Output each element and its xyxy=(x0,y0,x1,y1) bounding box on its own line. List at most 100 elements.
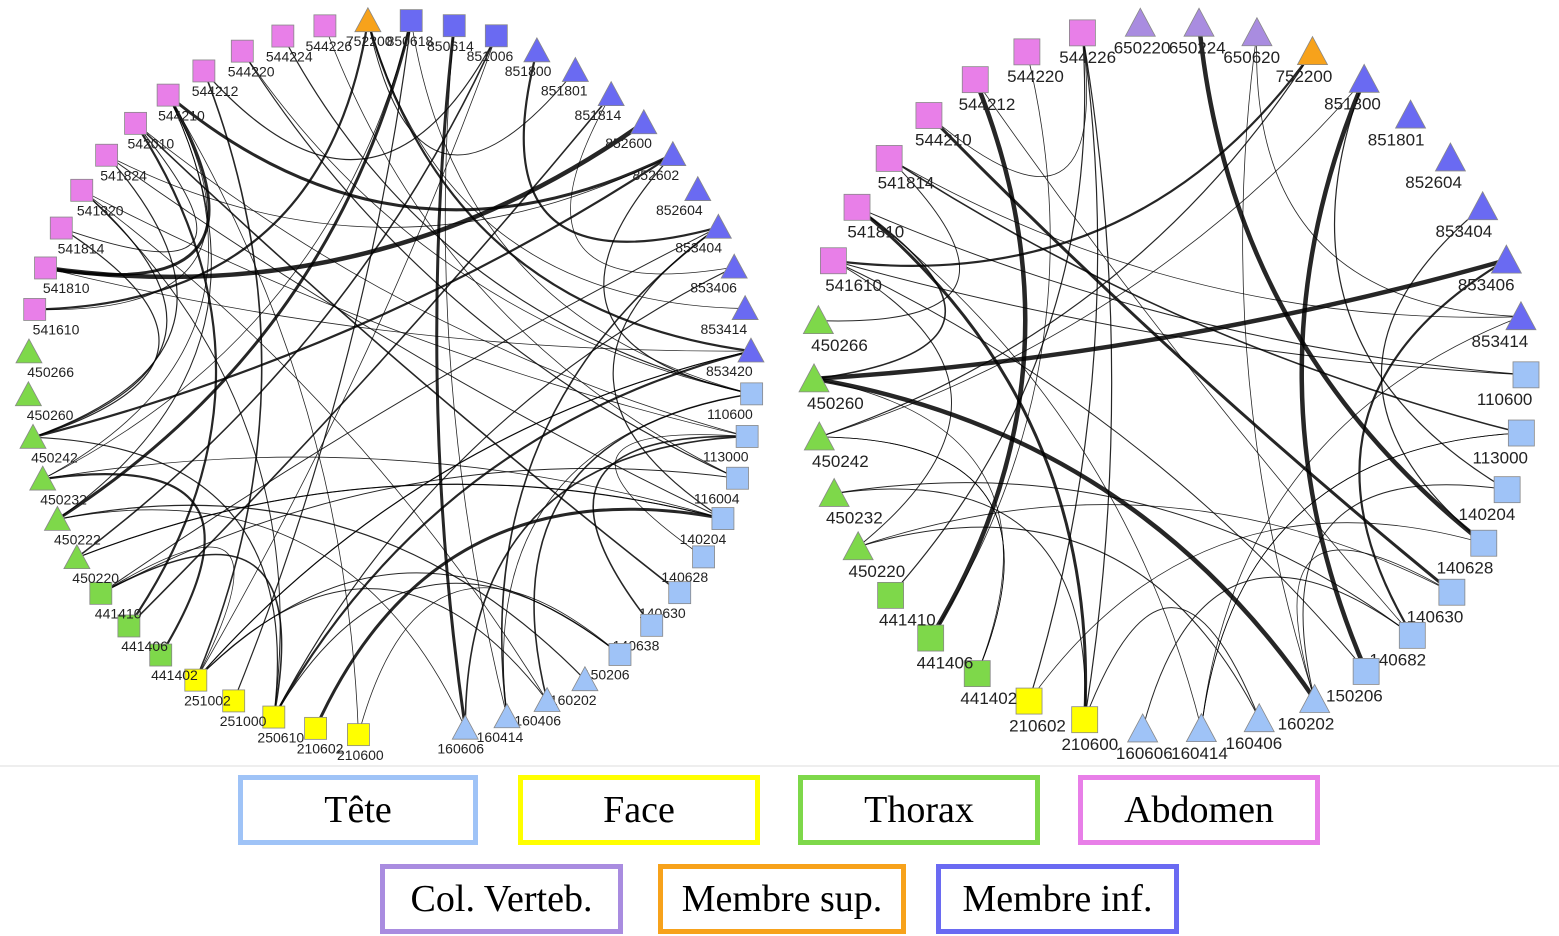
edge xyxy=(1084,607,1260,720)
edge xyxy=(1028,32,1099,702)
edge xyxy=(241,50,752,395)
node-label: 541814 xyxy=(878,174,935,193)
node-label: 853404 xyxy=(1436,222,1493,241)
node-square xyxy=(819,247,847,275)
node-triangle xyxy=(1124,7,1156,37)
edge xyxy=(45,267,751,352)
node-triangle xyxy=(630,108,658,135)
node-label: 544226 xyxy=(1059,48,1116,67)
edge xyxy=(1200,432,1522,729)
node-square xyxy=(875,145,903,172)
node-triangle xyxy=(451,714,479,740)
node-triangle xyxy=(659,140,687,166)
edge xyxy=(195,350,752,681)
node-label: 160414 xyxy=(1171,744,1228,763)
edge xyxy=(833,50,1314,267)
edge xyxy=(927,114,1453,594)
edge xyxy=(106,154,724,520)
node-label: 851800 xyxy=(1324,95,1381,114)
node-label: 853414 xyxy=(700,321,747,337)
node-triangle xyxy=(1466,190,1499,221)
node-square xyxy=(304,716,328,740)
node-label: 650224 xyxy=(1169,38,1226,57)
edge xyxy=(42,473,206,656)
edge xyxy=(358,587,621,735)
node-triangle xyxy=(1243,702,1275,733)
node-label: 450242 xyxy=(812,452,869,471)
node-square xyxy=(347,723,370,747)
edge xyxy=(818,158,961,322)
node-triangle xyxy=(15,338,43,364)
node-label: 140682 xyxy=(1369,651,1426,670)
edge xyxy=(56,20,413,521)
node-label: 851801 xyxy=(541,83,588,99)
edge xyxy=(1380,206,1485,544)
node-square xyxy=(917,624,945,652)
node-label: 150206 xyxy=(583,667,630,683)
node-label: 441410 xyxy=(879,611,936,630)
node-label: 852600 xyxy=(605,135,652,151)
node-triangle xyxy=(731,294,759,320)
node-triangle xyxy=(43,505,72,531)
node-label: 852604 xyxy=(656,202,703,218)
node-label: 140204 xyxy=(1459,505,1516,524)
node-label: 210600 xyxy=(337,747,384,763)
edge xyxy=(813,257,1508,382)
edge xyxy=(324,25,738,479)
edge xyxy=(890,32,1086,596)
edge xyxy=(273,582,621,718)
edge xyxy=(34,20,369,311)
edge xyxy=(888,157,1522,434)
edge xyxy=(1333,79,1508,491)
node-square xyxy=(915,102,943,129)
edge xyxy=(928,32,1088,178)
node-square xyxy=(230,39,254,63)
legend-item: Face xyxy=(518,775,760,845)
edge xyxy=(100,546,235,681)
edge xyxy=(435,25,467,729)
node-label: 544212 xyxy=(959,95,1016,114)
node-label: 541814 xyxy=(58,240,105,256)
node-label: 852602 xyxy=(633,167,680,183)
node-square xyxy=(89,581,113,605)
node-square xyxy=(192,59,216,83)
node-square xyxy=(1069,19,1096,47)
node-square xyxy=(877,581,905,609)
node-square xyxy=(740,382,764,406)
node-label: 441402 xyxy=(960,689,1017,708)
node-label: 450220 xyxy=(848,562,905,581)
edge xyxy=(1296,549,1453,700)
edge xyxy=(57,504,586,681)
edge xyxy=(522,50,719,243)
edge xyxy=(81,189,748,437)
edge xyxy=(367,20,746,309)
node-triangle xyxy=(1298,683,1331,713)
node-label: 853406 xyxy=(1458,275,1515,294)
node-label: 110600 xyxy=(707,406,753,422)
edge xyxy=(1302,484,1508,700)
node-square xyxy=(843,193,871,221)
edge xyxy=(819,436,1005,674)
node-square xyxy=(1071,706,1099,734)
edge xyxy=(856,206,1527,376)
node-label: 210602 xyxy=(1009,716,1066,735)
node-label: 541824 xyxy=(100,167,147,183)
node-label: 110600 xyxy=(1477,390,1532,409)
node-label: 450260 xyxy=(807,394,864,413)
node-square xyxy=(156,83,180,107)
node-label: 441410 xyxy=(95,606,142,622)
node-triangle xyxy=(493,702,521,729)
legend-item: Membre sup. xyxy=(658,864,906,934)
edge xyxy=(856,206,1088,720)
edge xyxy=(195,70,263,681)
node-square xyxy=(1438,578,1466,606)
edge xyxy=(592,435,748,626)
node-square xyxy=(1493,476,1521,504)
edge xyxy=(273,266,735,718)
edge xyxy=(367,20,576,156)
edge xyxy=(813,378,1004,674)
edge xyxy=(819,79,1365,438)
node-label: 450266 xyxy=(811,336,868,355)
node-label: 544210 xyxy=(158,107,205,123)
